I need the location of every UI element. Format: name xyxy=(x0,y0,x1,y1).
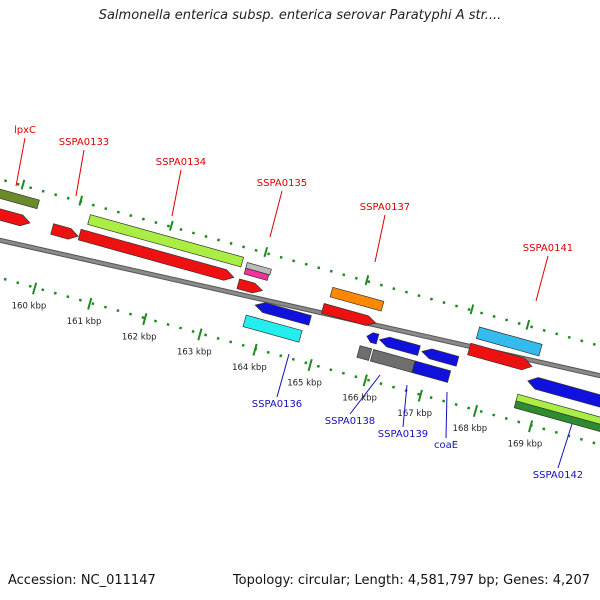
upper-track-tick xyxy=(525,319,531,330)
gene-label-leader xyxy=(269,190,283,238)
kbp-tick xyxy=(32,282,38,295)
gene-label-sspa0138: SSPA0138 xyxy=(325,416,375,427)
gene-label-leader xyxy=(557,423,573,469)
accession-label: Accession: NC_011147 xyxy=(8,573,156,588)
gene-sspa0137-bar xyxy=(329,286,385,312)
kbp-tick-label: 164 kbp xyxy=(232,363,267,373)
gene-sspa0142-arrow xyxy=(527,377,600,408)
kbp-tick-label: 168 kbp xyxy=(453,424,488,434)
kbp-tick xyxy=(528,420,534,433)
upper-track-tick xyxy=(169,220,174,231)
gene-label-leader xyxy=(535,255,549,302)
gene-label-leader xyxy=(349,374,381,415)
gene-sspa0134-bar xyxy=(87,214,245,268)
gene-sspa0142-lime-bar xyxy=(515,393,600,425)
upper-track-tick xyxy=(364,275,370,286)
kbp-tick-label: 163 kbp xyxy=(177,348,212,358)
gene-label-sspa0141: SSPA0141 xyxy=(523,243,573,254)
kbp-tick xyxy=(472,404,479,418)
gene-sspa0138-arrow xyxy=(366,332,380,345)
kbp-tick xyxy=(417,389,423,402)
gene-label-leader xyxy=(445,391,448,439)
kbp-tick xyxy=(87,297,93,310)
gene-sspa0135-arrow xyxy=(236,278,263,294)
gene-label-leader xyxy=(276,353,290,398)
gene-label-coae: coaE xyxy=(434,440,458,451)
gene-label-sspa0133: SSPA0133 xyxy=(59,137,109,148)
gene-sspa0139-arrow xyxy=(378,336,421,356)
kbp-tick-label: 161 kbp xyxy=(67,317,102,327)
kbp-tick-label: 169 kbp xyxy=(508,440,543,450)
kbp-tick xyxy=(307,358,313,372)
gene-label-sspa0136: SSPA0136 xyxy=(252,399,302,410)
gene-coae-arrow xyxy=(421,348,460,367)
kbp-tick xyxy=(142,313,148,326)
gene-label-sspa0137: SSPA0137 xyxy=(360,202,410,213)
kbp-tick xyxy=(197,328,203,341)
kbp-tick xyxy=(362,374,368,387)
kbp-tick-label: 166 kbp xyxy=(342,394,377,404)
gene-label-sspa0139: SSPA0139 xyxy=(378,429,428,440)
upper-track-tick xyxy=(78,195,84,206)
gene-sspa0137-arrow xyxy=(320,303,377,326)
kbp-tick-label: 165 kbp xyxy=(287,378,322,388)
kbp-tick-label: 162 kbp xyxy=(122,332,157,342)
gene-sspa0133-arrow xyxy=(50,223,79,240)
topology-summary: Topology: circular; Length: 4,581,797 bp… xyxy=(232,573,590,588)
gene-sspa0138-bar xyxy=(356,345,373,361)
gene-sspa0135-pink-bar xyxy=(243,267,270,281)
gene-sspa0141-bar xyxy=(475,326,543,357)
gene-label-leader xyxy=(374,214,386,263)
gene-lpxc-bar xyxy=(0,188,40,210)
gene-coae-bar xyxy=(411,360,452,383)
upper-dotted-track xyxy=(0,177,600,348)
kbp-tick-label: 167 kbp xyxy=(397,409,432,419)
lower-dotted-track xyxy=(0,276,600,446)
kbp-tick-label: 160 kbp xyxy=(12,302,47,312)
gene-label-sspa0142: SSPA0142 xyxy=(533,470,583,481)
gene-label-sspa0135: SSPA0135 xyxy=(257,178,307,189)
gene-sspa0134-arrow xyxy=(77,228,235,281)
gene-label-leader xyxy=(402,384,408,428)
gene-label-leader xyxy=(15,137,26,187)
gene-label-leader xyxy=(171,169,182,217)
upper-track-tick xyxy=(20,179,26,190)
upper-track-tick xyxy=(263,246,269,258)
gene-sspa0135-silver-bar xyxy=(245,262,272,276)
upper-track-tick xyxy=(469,304,475,315)
gene-sspa0136-bar xyxy=(242,314,303,343)
gene-lpxc-arrow xyxy=(0,208,31,227)
gene-sspa0141-arrow xyxy=(467,342,533,371)
gene-label-lpxc: lpxC xyxy=(14,125,36,136)
map-title: Salmonella enterica subsp. enterica sero… xyxy=(98,8,502,23)
kbp-tick xyxy=(252,343,258,356)
gene-sspa0136-arrow xyxy=(254,302,312,326)
gene-label-sspa0134: SSPA0134 xyxy=(156,157,206,168)
gene-label-leader xyxy=(75,149,85,197)
